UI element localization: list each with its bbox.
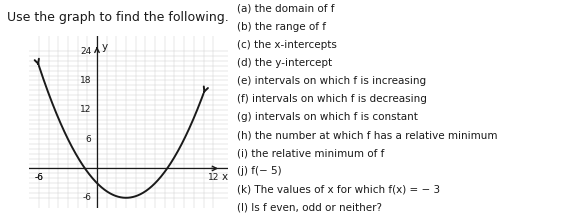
- Text: 12: 12: [207, 173, 219, 182]
- Text: (c) the x-intercepts: (c) the x-intercepts: [237, 40, 337, 50]
- Text: 12: 12: [80, 105, 91, 114]
- Text: 6: 6: [85, 135, 91, 144]
- Text: -6: -6: [82, 193, 91, 202]
- Text: (l) Is f even, odd or neither?: (l) Is f even, odd or neither?: [237, 203, 382, 213]
- Text: (j) f(− 5): (j) f(− 5): [237, 166, 281, 176]
- Text: 18: 18: [79, 76, 91, 85]
- Text: (h) the number at which f has a relative minimum: (h) the number at which f has a relative…: [237, 130, 498, 140]
- Text: 24: 24: [80, 47, 91, 56]
- Text: -6: -6: [34, 173, 43, 182]
- Text: (k) The values of x for which f(x) = − 3: (k) The values of x for which f(x) = − 3: [237, 184, 440, 195]
- Text: x: x: [222, 172, 228, 182]
- Text: (a) the domain of f: (a) the domain of f: [237, 3, 335, 13]
- Text: (f) intervals on which f is decreasing: (f) intervals on which f is decreasing: [237, 94, 427, 104]
- Text: (i) the relative minimum of f: (i) the relative minimum of f: [237, 148, 384, 158]
- Text: y: y: [102, 42, 108, 52]
- Text: (e) intervals on which f is increasing: (e) intervals on which f is increasing: [237, 76, 426, 86]
- Text: Use the graph to find the following.: Use the graph to find the following.: [8, 11, 229, 24]
- Text: -6: -6: [34, 173, 43, 182]
- Text: (g) intervals on which f is constant: (g) intervals on which f is constant: [237, 112, 418, 122]
- Text: (b) the range of f: (b) the range of f: [237, 22, 326, 31]
- Text: (d) the y-intercept: (d) the y-intercept: [237, 58, 332, 68]
